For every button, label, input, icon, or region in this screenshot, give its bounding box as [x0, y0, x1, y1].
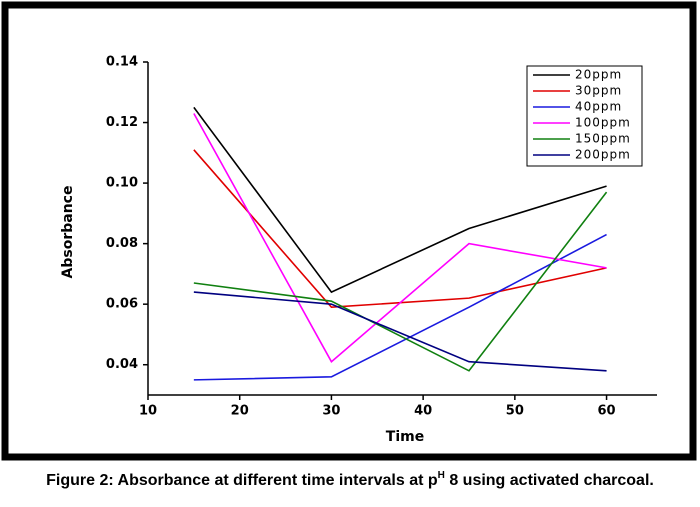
legend-label: 100ppm — [575, 116, 631, 130]
x-tick-label: 30 — [322, 404, 340, 419]
x-tick-label: 50 — [506, 404, 524, 419]
y-tick-label: 0.08 — [106, 236, 138, 251]
legend-label: 200ppm — [575, 148, 631, 162]
caption-text: 8 using activated charcoal. — [445, 472, 654, 489]
caption: Figure 2: Absorbance at different time i… — [46, 470, 654, 490]
x-tick-label: 40 — [414, 404, 432, 419]
series-line — [193, 291, 607, 372]
caption-sup: H — [438, 470, 445, 481]
y-tick-label: 0.10 — [106, 176, 138, 191]
x-axis-label: Time — [386, 429, 424, 445]
y-tick-label: 0.14 — [106, 55, 138, 70]
y-axis-label: Absorbance — [60, 186, 76, 279]
legend-label: 40ppm — [575, 100, 622, 114]
legend-label: 150ppm — [575, 132, 631, 146]
legend-label: 30ppm — [575, 84, 622, 98]
y-tick-label: 0.12 — [106, 115, 138, 130]
caption-text: Figure 2: Absorbance at different time i… — [46, 472, 438, 489]
y-tick-label: 0.06 — [106, 297, 138, 312]
legend-box — [526, 65, 643, 167]
series-line — [193, 106, 607, 294]
frame — [1, 1, 697, 461]
legend-label: 20ppm — [575, 68, 622, 82]
series-line — [193, 233, 607, 381]
y-tick-label: 0.04 — [106, 357, 138, 372]
x-tick-label: 20 — [231, 404, 249, 419]
x-tick-label: 60 — [598, 404, 616, 419]
series-line — [193, 149, 607, 309]
series-line — [193, 191, 608, 372]
x-tick-label: 10 — [139, 404, 157, 419]
series-line — [193, 113, 607, 363]
